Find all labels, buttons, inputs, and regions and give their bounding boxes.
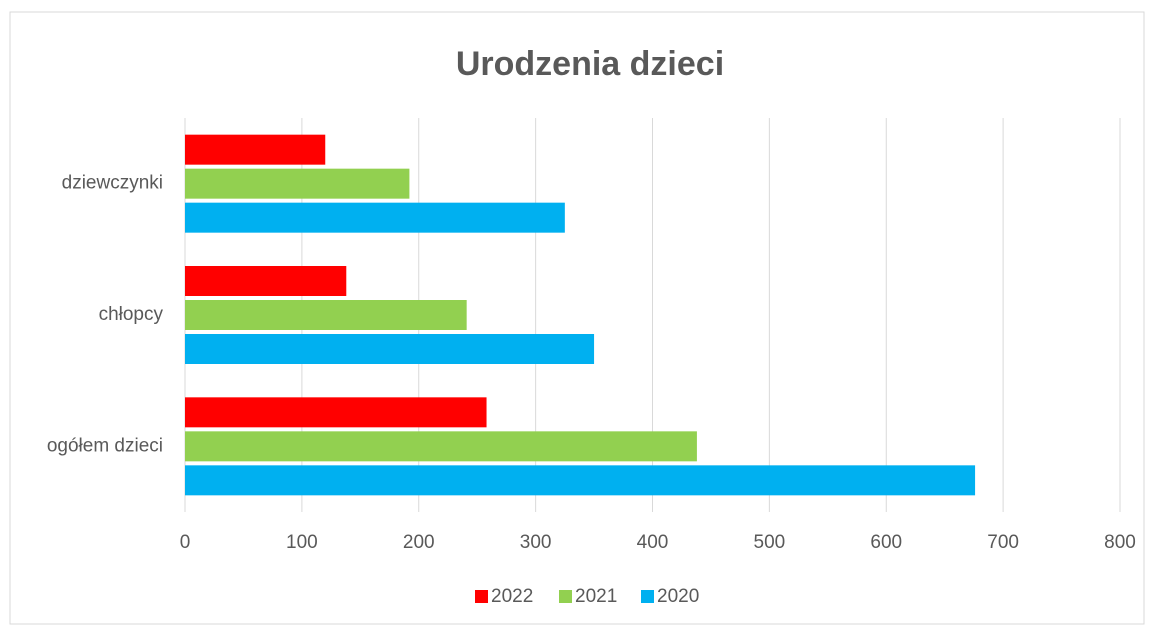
bar (185, 168, 410, 199)
bar (185, 134, 326, 165)
legend-swatch (641, 590, 654, 603)
x-tick-label: 100 (286, 532, 318, 553)
bar (185, 397, 487, 428)
bar (185, 431, 697, 462)
x-tick-label: 500 (754, 532, 786, 553)
bar (185, 266, 347, 296)
legend-label: 2020 (657, 586, 699, 607)
bar (185, 202, 565, 233)
y-tick-label: dziewczynki (62, 173, 163, 194)
bar (185, 300, 467, 330)
legend-swatch (559, 590, 572, 603)
x-tick-label: 800 (1104, 532, 1136, 553)
x-tick-label: 300 (520, 532, 552, 553)
legend-label: 2021 (575, 586, 617, 607)
legend-swatch (475, 590, 488, 603)
chart-title: Urodzenia dzieci (456, 45, 724, 83)
y-tick-label: chłopcy (99, 304, 164, 325)
x-tick-label: 0 (180, 532, 191, 553)
x-tick-label: 200 (403, 532, 435, 553)
x-tick-label: 600 (870, 532, 902, 553)
legend-label: 2022 (491, 586, 533, 607)
bar (185, 334, 595, 364)
x-tick-label: 400 (637, 532, 669, 553)
y-tick-label: ogółem dzieci (47, 435, 163, 456)
x-tick-label: 700 (987, 532, 1019, 553)
bar (185, 465, 976, 496)
